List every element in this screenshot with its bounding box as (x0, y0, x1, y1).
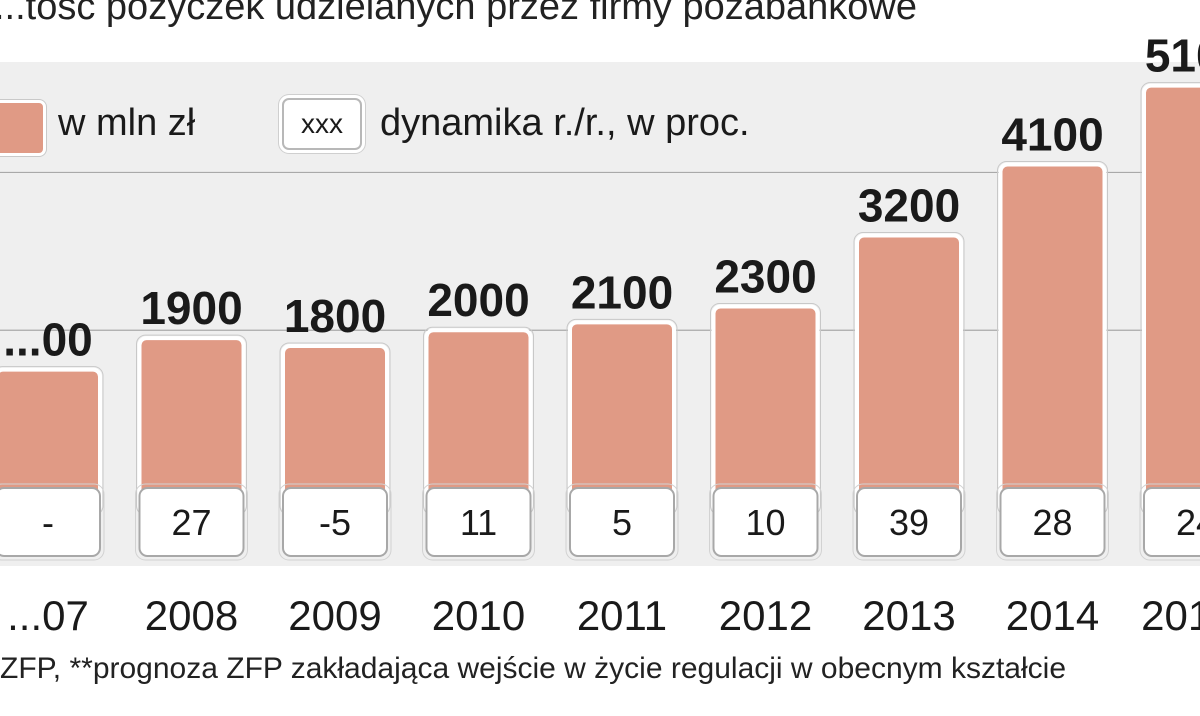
dynamics-box-1 (138, 487, 245, 557)
source-note: ZFP, **prognoza ZFP zakładająca wejście … (0, 652, 1067, 685)
dynamics-label-4: 5 (612, 502, 632, 543)
bar-value-label-3: 2000 (427, 274, 529, 326)
dynamics-box-0 (0, 487, 101, 557)
bar-value-label-7: 4100 (1001, 109, 1103, 161)
bar-7 (998, 162, 1107, 515)
bar-value-label-2: 1800 (284, 290, 386, 342)
bar-value-label-6: 3200 (858, 180, 960, 232)
dynamics-box-outline-1 (135, 483, 248, 561)
dynamics-label-1: 27 (171, 502, 211, 543)
dynamics-box-4 (569, 487, 675, 557)
dynamics-label-2: -5 (319, 502, 351, 543)
dynamics-label-0: - (42, 502, 54, 543)
legend-sample-dynamics: xxx (282, 98, 362, 150)
dynamics-box-8 (1143, 487, 1200, 557)
bar-value-label-5: 2300 (714, 251, 816, 303)
x-tick-label-4: 2011 (577, 592, 667, 639)
dynamics-box-outline-8 (1139, 483, 1200, 561)
x-tick-label-5: 2012 (719, 592, 812, 639)
x-tick-label-1: 2008 (145, 592, 238, 639)
dynamics-box-6 (856, 487, 962, 557)
x-tick-label-6: 2013 (862, 592, 955, 639)
dynamics-box-outline-3 (422, 483, 535, 561)
dynamics-box-5 (712, 487, 819, 557)
bar-5 (711, 304, 820, 514)
dynamics-box-outline-5 (709, 483, 822, 561)
legend-label-bars: w mln zł (58, 102, 196, 144)
dynamics-box-2 (282, 487, 388, 557)
bar-3 (424, 328, 533, 514)
bar-1 (137, 336, 246, 514)
dynamics-label-7: 28 (1032, 502, 1072, 543)
x-tick-label-7: 2014 (1006, 592, 1099, 639)
dynamics-box-outline-7 (996, 483, 1109, 561)
dynamics-label-5: 10 (745, 502, 785, 543)
x-tick-label-0: ...07 (7, 592, 89, 639)
dynamics-label-6: 39 (889, 502, 929, 543)
chart-title: ...tość pożyczek udzielanych przez firmy… (0, 0, 917, 28)
x-tick-label-2: 2009 (288, 592, 381, 639)
bar-value-label-1: 1900 (140, 282, 242, 334)
legend-label-dynamics: dynamika r./r., w proc. (380, 102, 750, 144)
x-tick-label-8: 2015* (1141, 592, 1200, 639)
dynamics-box-outline-4 (565, 483, 679, 561)
dynamics-box-outline-6 (852, 483, 966, 561)
dynamics-box-outline-0 (0, 483, 105, 561)
dynamics-label-3: 11 (460, 502, 497, 543)
bar-value-label-4: 2100 (571, 266, 673, 318)
x-tick-label-3: 2010 (432, 592, 525, 639)
dynamics-box-3 (425, 487, 532, 557)
dynamics-box-7 (999, 487, 1106, 557)
bar-6 (855, 233, 963, 515)
bar-value-label-8: 5100 (1145, 30, 1200, 82)
bar-value-label-0: ...00 (3, 314, 93, 366)
dynamics-label-8: 24 (1176, 502, 1200, 543)
bar-8 (1142, 83, 1200, 514)
legend-swatch-bars (0, 100, 46, 156)
dynamics-box-outline-2 (278, 483, 392, 561)
